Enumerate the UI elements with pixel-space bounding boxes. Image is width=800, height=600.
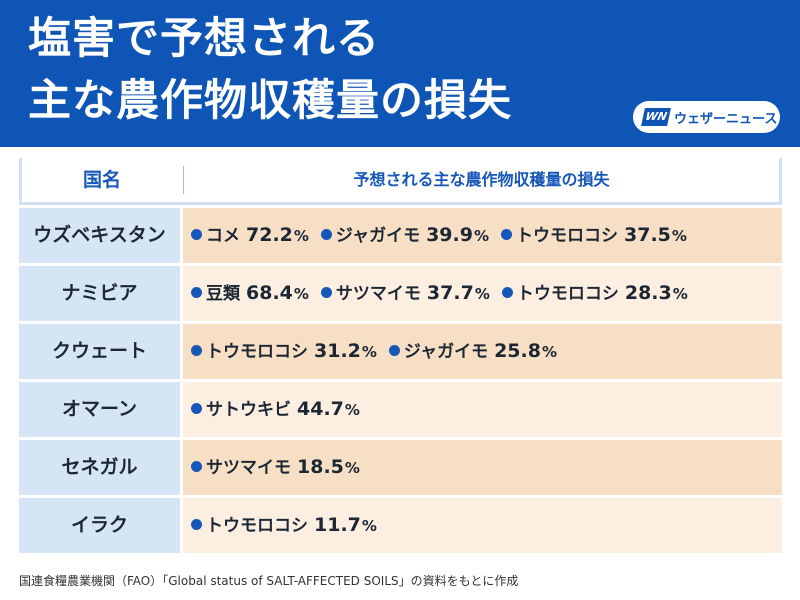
bullet-dot-icon xyxy=(191,287,202,298)
crop-loss-cell: コメ 72.2% ジャガイモ 39.9% トウモロコシ 37.5% xyxy=(183,208,782,263)
header-divider xyxy=(183,166,184,194)
table-row: イラク トウモロコシ 11.7% xyxy=(19,498,782,553)
crop-entry: ジャガイモ 39.9% xyxy=(320,208,489,263)
table-header: 国名 予想される主な農作物収穫量の損失 xyxy=(19,158,782,202)
percent-unit: % xyxy=(473,227,489,245)
country-cell: ウズベキスタン xyxy=(19,208,180,263)
crop-entry: トウモロコシ 31.2% xyxy=(191,324,377,379)
loss-value: 11.7 xyxy=(314,514,361,536)
crop-name: サトウキビ xyxy=(206,400,291,420)
country-cell: セネガル xyxy=(19,440,180,495)
percent-unit: % xyxy=(361,517,377,535)
loss-value: 37.7 xyxy=(426,282,474,304)
crop-name: トウモロコシ xyxy=(206,342,308,362)
crop-name: サツマイモ xyxy=(335,284,421,304)
header-underline xyxy=(19,202,782,205)
page-title-line1: 塩害で予想される xyxy=(28,14,380,64)
logo-text: ウェザーニュース xyxy=(674,111,778,127)
crop-loss-cell: サトウキビ 44.7% xyxy=(183,382,782,437)
bullet-dot-icon xyxy=(191,519,202,530)
table-row: ウズベキスタン コメ 72.2% ジャガイモ 39.9% トウモロコシ 37.5% xyxy=(19,208,782,263)
table-row: オマーン サトウキビ 44.7% xyxy=(19,382,782,437)
column-header-country: 国名 xyxy=(82,169,121,191)
crop-entry: サツマイモ 18.5% xyxy=(191,440,360,495)
crop-loss-table: 国名 予想される主な農作物収穫量の損失 ウズベキスタン コメ 72.2% ジャガイモ 3… xyxy=(19,158,782,554)
loss-value: 31.2 xyxy=(314,340,361,362)
crop-entry: トウモロコシ 28.3% xyxy=(501,266,688,321)
crop-entry: コメ 72.2% xyxy=(191,208,309,263)
country-cell: ナミビア xyxy=(19,266,180,321)
crop-name: コメ xyxy=(206,226,240,246)
percent-unit: % xyxy=(672,285,688,303)
table-row: クウェート トウモロコシ 31.2% ジャガイモ 25.8% xyxy=(19,324,782,379)
bullet-dot-icon xyxy=(191,229,202,240)
bullet-dot-icon xyxy=(191,345,202,356)
percent-unit: % xyxy=(344,401,360,419)
crop-loss-cell: トウモロコシ 11.7% xyxy=(183,498,782,553)
loss-value: 28.3 xyxy=(624,282,672,304)
crop-name: トウモロコシ xyxy=(206,516,308,536)
percent-unit: % xyxy=(474,285,490,303)
loss-value: 39.9 xyxy=(426,224,473,246)
table-row: セネガル サツマイモ 18.5% xyxy=(19,440,782,495)
weathernews-logo: WN ウェザーニュース xyxy=(633,101,780,133)
crop-name: トウモロコシ xyxy=(516,284,619,304)
crop-loss-cell: 豆類 68.4% サツマイモ 37.7% トウモロコシ 28.3% xyxy=(183,266,782,321)
percent-unit: % xyxy=(541,343,557,361)
bullet-dot-icon xyxy=(320,229,332,240)
percent-unit: % xyxy=(671,227,687,245)
percent-unit: % xyxy=(344,459,360,477)
loss-value: 68.4 xyxy=(246,282,293,304)
page-title-line2: 主な農作物収穫量の損失 xyxy=(28,76,512,126)
bullet-dot-icon xyxy=(191,461,202,472)
table-row: ナミビア 豆類 68.4% サツマイモ 37.7% トウモロコシ 28.3% xyxy=(19,266,782,321)
crop-name: サツマイモ xyxy=(206,458,291,478)
bullet-dot-icon xyxy=(191,403,202,414)
crop-entry: トウモロコシ 11.7% xyxy=(191,498,377,553)
crop-name: ジャガイモ xyxy=(403,342,489,362)
crop-loss-cell: サツマイモ 18.5% xyxy=(183,440,782,495)
source-note: 国連食糧農業機関（FAO）「Global status of SALT-AFFE… xyxy=(19,574,519,588)
logo-mark-icon: WN xyxy=(641,108,671,126)
percent-unit: % xyxy=(293,227,309,245)
loss-value: 44.7 xyxy=(297,398,344,420)
bullet-dot-icon xyxy=(388,345,400,356)
loss-value: 18.5 xyxy=(297,456,344,478)
country-cell: イラク xyxy=(19,498,180,553)
percent-unit: % xyxy=(293,285,309,303)
bullet-dot-icon xyxy=(501,287,513,298)
crop-name: ジャガイモ xyxy=(335,226,421,246)
column-header-loss: 予想される主な農作物収穫量の損失 xyxy=(353,170,610,189)
loss-value: 37.5 xyxy=(624,224,671,246)
crop-entry: ジャガイモ 25.8% xyxy=(388,324,557,379)
bullet-dot-icon xyxy=(501,229,512,240)
crop-name: トウモロコシ xyxy=(516,226,618,246)
country-cell: オマーン xyxy=(19,382,180,437)
crop-loss-cell: トウモロコシ 31.2% ジャガイモ 25.8% xyxy=(183,324,782,379)
bullet-dot-icon xyxy=(320,287,332,298)
loss-value: 25.8 xyxy=(494,340,541,362)
header-banner: 塩害で予想される 主な農作物収穫量の損失 WN ウェザーニュース xyxy=(0,0,800,147)
crop-name: 豆類 xyxy=(206,284,240,304)
crop-entry: 豆類 68.4% xyxy=(191,266,309,321)
crop-entry: サトウキビ 44.7% xyxy=(191,382,360,437)
crop-entry: サツマイモ 37.7% xyxy=(320,266,490,321)
crop-entry: トウモロコシ 37.5% xyxy=(501,208,687,263)
percent-unit: % xyxy=(361,343,377,361)
loss-value: 72.2 xyxy=(246,224,293,246)
country-cell: クウェート xyxy=(19,324,180,379)
